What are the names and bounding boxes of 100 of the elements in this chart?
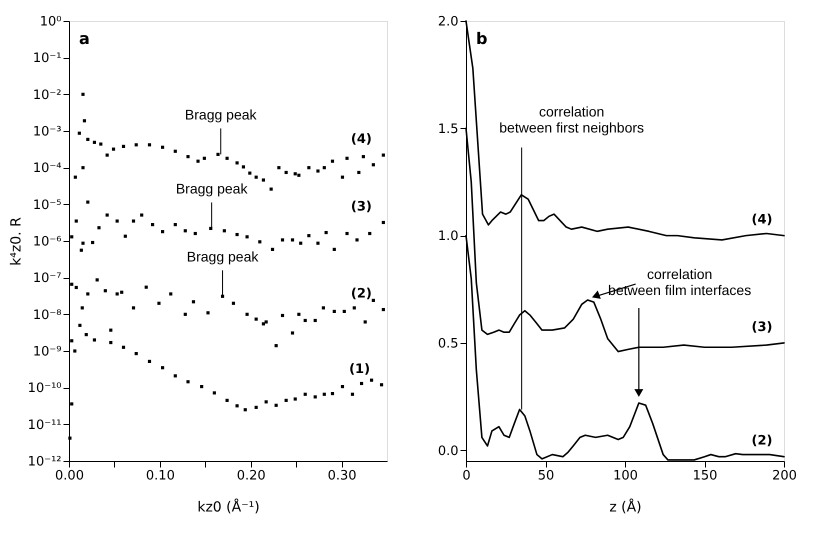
point (184, 229, 187, 232)
point (232, 302, 236, 305)
x-axis-title: z (Å) (609, 498, 642, 516)
x-tick-label: 200 (772, 468, 797, 484)
point (332, 310, 336, 314)
point (236, 161, 239, 164)
y-tick-label: 0.5 (438, 336, 458, 352)
annotation: Bragg peak (176, 180, 248, 196)
point (84, 333, 88, 336)
point (73, 349, 76, 353)
point (80, 306, 84, 310)
point (148, 143, 152, 146)
point (116, 219, 119, 223)
y-tick-label: 10⁰ (40, 14, 62, 30)
point (307, 234, 310, 238)
point (314, 318, 317, 322)
point (174, 223, 177, 226)
x-tick-label: 150 (692, 468, 718, 484)
point (161, 146, 164, 149)
point (216, 152, 220, 156)
point (236, 404, 239, 408)
point (316, 169, 320, 173)
point (330, 160, 334, 163)
point (254, 176, 258, 179)
x-axis-title: kz0 (Å⁻¹) (197, 498, 260, 516)
y-tick-label: 10⁻⁶ (32, 234, 62, 250)
series-label: (3) (350, 199, 372, 214)
annotation: a (79, 29, 90, 48)
point (134, 352, 138, 356)
point (169, 292, 172, 296)
point (70, 402, 74, 406)
point (106, 154, 109, 157)
point (70, 339, 74, 342)
x-tick-label: 0 (462, 468, 471, 484)
point (342, 310, 346, 314)
point (246, 312, 249, 316)
annotation: b (476, 29, 488, 48)
point (274, 344, 278, 348)
point (248, 172, 252, 175)
point (360, 382, 364, 386)
point (192, 300, 196, 304)
x-tick-label: 0.30 (328, 468, 357, 484)
annotation: Bragg peak (186, 248, 260, 264)
point (161, 230, 164, 234)
point (120, 290, 124, 294)
point (78, 324, 82, 327)
point (99, 142, 102, 146)
point (280, 238, 284, 242)
y-tick-label: 10⁻⁸ (32, 308, 62, 323)
point (322, 166, 326, 170)
point (157, 302, 161, 305)
point (104, 289, 107, 292)
point (294, 397, 297, 401)
point (345, 232, 349, 236)
y-tick-label: 10⁻¹¹ (28, 418, 62, 433)
point (186, 155, 190, 158)
point (322, 306, 325, 310)
point (242, 165, 246, 168)
point (194, 232, 197, 236)
y-tick-label: 1.0 (438, 229, 458, 244)
point (280, 314, 284, 318)
point (81, 166, 85, 170)
point (330, 392, 334, 396)
point (68, 436, 72, 440)
point (236, 232, 239, 236)
point (80, 248, 83, 252)
point (340, 385, 344, 388)
point (122, 346, 126, 349)
point (284, 170, 288, 174)
point (124, 234, 127, 238)
point (74, 176, 77, 179)
point (200, 385, 204, 388)
y-tick-label: 10⁻⁵ (32, 198, 62, 213)
point (112, 148, 116, 151)
point (299, 242, 302, 245)
y-axis-title: k⁴z0. R (8, 216, 25, 266)
point (284, 398, 288, 402)
point (270, 248, 274, 251)
point (91, 240, 94, 244)
x-tick-label: 0.10 (146, 468, 175, 484)
point (382, 154, 385, 157)
point (74, 219, 78, 223)
point (368, 232, 372, 236)
y-tick-label: 10⁻⁷ (32, 271, 62, 286)
point (70, 282, 74, 286)
point (316, 242, 320, 245)
point (97, 226, 101, 230)
point (246, 235, 249, 238)
point (196, 160, 200, 163)
point (297, 312, 300, 316)
point (372, 298, 375, 302)
point (134, 143, 138, 146)
point (322, 392, 326, 396)
point (370, 378, 374, 382)
y-tick-label: 10⁻⁹ (32, 344, 62, 360)
point (290, 238, 294, 242)
point (116, 292, 119, 296)
annotation: correlation between first neighbors (499, 103, 644, 136)
point (86, 200, 90, 204)
point (382, 308, 385, 312)
